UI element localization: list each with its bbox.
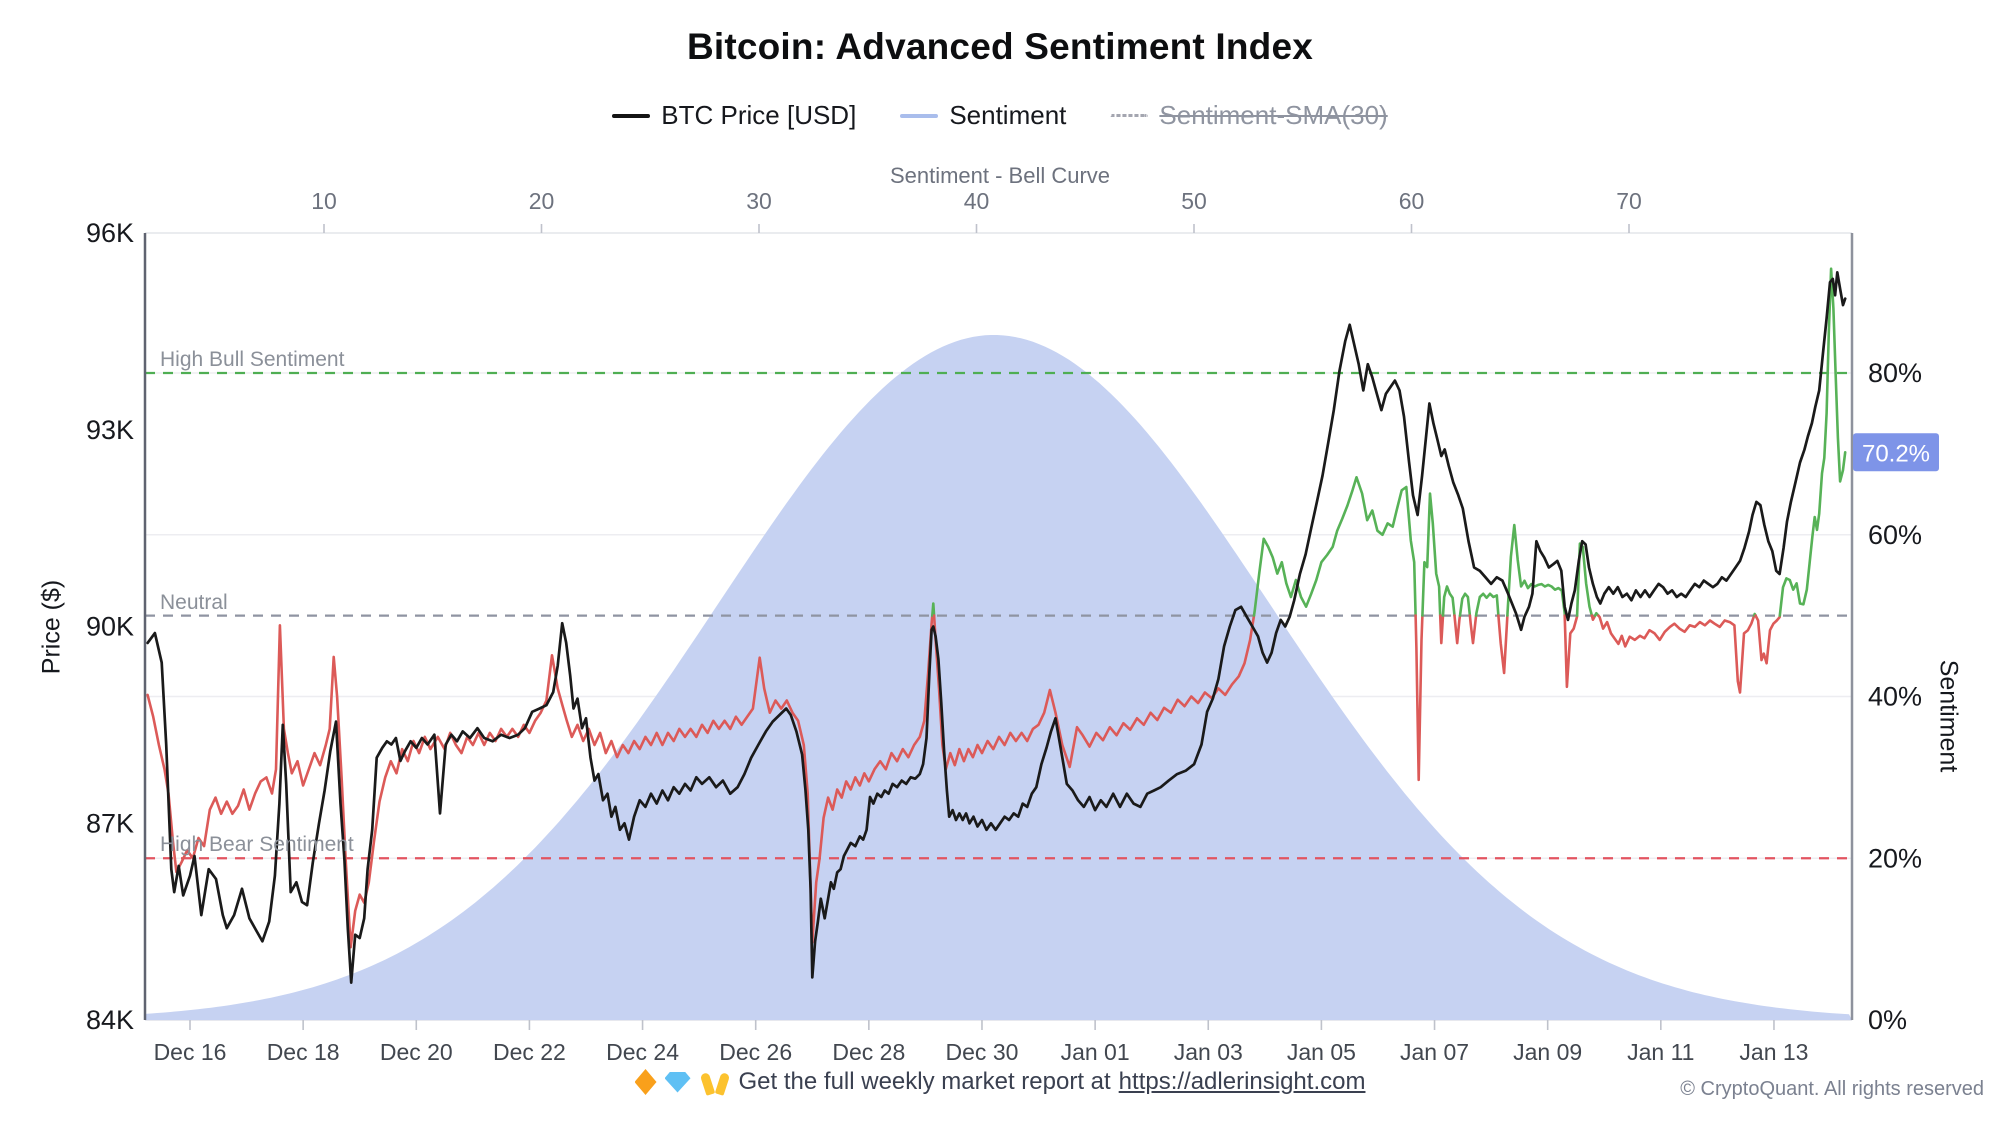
sentiment-line-swatch-icon [900,113,939,118]
high-bull-sentiment-label: High Bull Sentiment [160,348,345,371]
sentiment-segment-green [930,602,936,617]
legend-label: Sentiment-SMA(30) [1159,100,1388,130]
price-tick-label: 96K [86,218,134,248]
sentiment-segment-red [1438,614,1445,645]
sentiment-segment-red [1468,614,1478,645]
sentiment-axis-title: Sentiment [1934,659,1963,773]
bell-axis-tick-label: 70 [1616,188,1642,214]
neutral-label: Neutral [160,591,228,614]
btc-price-line [146,270,1847,984]
date-tick-label: Dec 24 [606,1039,679,1065]
price-tick-label: 87K [86,808,134,838]
sentiment-segment-red [1497,614,1509,675]
copyright-text: © CryptoQuant. All rights reserved [1680,1078,1984,1100]
bell-axis-tick-label: 40 [964,188,990,214]
date-tick-label: Dec 20 [380,1039,453,1065]
date-tick-label: Jan 13 [1739,1039,1808,1065]
legend-item-sentiment[interactable]: Sentiment [900,100,1066,131]
bell-axis-tick-label: 60 [1399,188,1425,214]
sentiment-segment-green [1252,475,1417,617]
latest-sentiment-badge-box [1853,433,1939,472]
sentiment-segment-red [1453,614,1462,645]
sentiment-tick-label: 60% [1868,520,1922,550]
price-axis-title: Price ($) [37,579,66,675]
legend-label: BTC Price [USD] [661,100,857,130]
latest-sentiment-badge: 70.2% [1853,433,1939,472]
date-tick-label: Dec 30 [946,1039,1019,1065]
price-tick-label: 84K [86,1005,134,1035]
sentiment-segment-green [1458,592,1472,617]
sentiment-sma-line-swatch-icon [1110,114,1149,117]
footer-text: Get the full weekly market report at [738,1068,1111,1095]
axes: 96K 93K 90K 87K 84K 80% 60% 40% 20% 0% 10 20 30 40 50 6… [86,188,1922,1065]
price-tick-label: 90K [86,612,134,642]
date-tick-label: Jan 03 [1174,1039,1243,1065]
sentiment-segment-red [1563,614,1579,689]
bell-axis-tick-label: 10 [311,188,337,214]
date-tick-label: Dec 16 [154,1039,227,1065]
sentiment-tick-label: 0% [1868,1005,1907,1035]
legend: BTC Price [USD] Sentiment Sentiment-SMA(… [0,100,2000,131]
latest-sentiment-badge-value: 70.2% [1862,440,1930,467]
bell-axis-tick-label: 20 [529,188,555,214]
sentiment-segment-red [1414,614,1424,782]
btc-price-polyline [146,270,1847,984]
sentiment-segment-red [1754,614,1782,665]
sentiment-segment-red [932,614,1256,771]
sentiment-tick-label: 20% [1868,843,1922,873]
date-tick-label: Jan 05 [1287,1039,1356,1065]
page-title: Bitcoin: Advanced Sentiment Index [686,26,1314,67]
report-link[interactable]: https://adlerinsight.com [1118,1068,1366,1095]
bell-curve [145,335,1852,1020]
btc-price-line-swatch-icon [612,113,651,118]
date-tick-label: Dec 28 [832,1039,905,1065]
sentiment-segment-red [1597,614,1756,694]
sentiment-segment-green [1474,592,1500,617]
raised-hands-icon [699,1069,731,1096]
price-tick-label: 93K [86,415,134,445]
date-tick-label: Dec 18 [267,1039,340,1065]
high-bear-sentiment-label: High Bear Sentiment [160,833,354,856]
top-axis-label: Sentiment - Bell Curve [889,163,1111,188]
sentiment-tick-label: 40% [1868,682,1922,712]
sentiment-tick-label: 80% [1868,358,1922,388]
legend-item-btc-price[interactable]: BTC Price [USD] [612,100,856,131]
date-tick-label: Dec 22 [493,1039,566,1065]
legend-item-sentiment-sma[interactable]: Sentiment-SMA(30) [1110,100,1388,131]
sentiment-segment-red [1590,614,1597,622]
sentiment-segment-green [1778,267,1847,617]
date-tick-label: Jan 11 [1627,1039,1694,1065]
orange-diamond-icon [634,1069,657,1095]
sentiment-segment-green [1421,492,1442,617]
date-tick-label: Jan 07 [1400,1039,1469,1065]
date-tick-label: Jan 01 [1061,1039,1130,1065]
sentiment-segment-green [1506,523,1566,617]
bell-curve-area [145,335,1852,1020]
date-tick-label: Jan 09 [1513,1039,1582,1065]
bell-axis-tick-label: 30 [746,188,772,214]
date-tick-label: Dec 26 [719,1039,792,1065]
gem-icon [664,1071,691,1093]
legend-label: Sentiment [949,100,1067,130]
footer: Get the full weekly market report at htt… [0,1068,2000,1096]
sentiment-segment-green [1441,585,1456,617]
bell-axis-tick-label: 50 [1181,188,1207,214]
